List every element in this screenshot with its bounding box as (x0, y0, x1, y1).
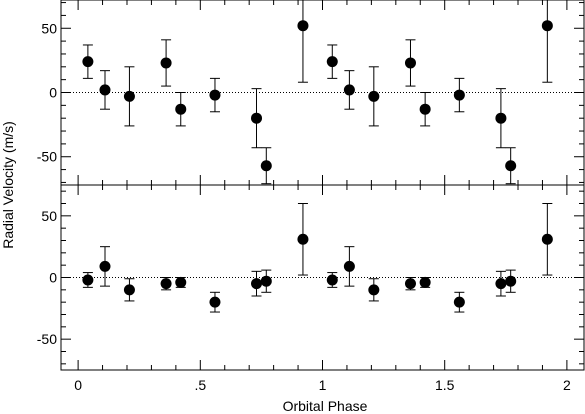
top-data-point (123, 90, 135, 102)
top-data-point (404, 57, 416, 69)
bottom-y-tick-label: 0 (49, 270, 57, 286)
x-tick-label: 1.5 (435, 377, 455, 393)
bottom-data-point (505, 275, 517, 287)
top-panel: -50 0 50 (37, 0, 585, 186)
bottom-panel: -50 0 50 (37, 184, 585, 371)
top-y-tick-label: 50 (41, 20, 57, 36)
bottom-data-point (297, 233, 309, 245)
top-data-point (251, 112, 263, 124)
top-data-point (368, 90, 380, 102)
top-data-point (160, 57, 172, 69)
bottom-data-point (175, 276, 187, 288)
x-axis-label: Orbital Phase (283, 398, 368, 414)
bottom-data-point (251, 278, 263, 290)
top-data-point (209, 89, 221, 101)
bottom-data-point (326, 274, 338, 286)
x-tick-label: .5 (194, 377, 206, 393)
top-data-point (343, 84, 355, 96)
top-data-point (541, 20, 553, 32)
y-axis-label: Radial Velocity (m/s) (0, 121, 16, 249)
bottom-data-point (404, 278, 416, 290)
top-y-tick-label: -50 (37, 149, 57, 165)
top-data-point (99, 84, 111, 96)
top-data-point (260, 160, 272, 172)
bottom-y-tick-label: 50 (41, 208, 57, 224)
top-data-point (297, 20, 309, 32)
bottom-data-point (368, 284, 380, 296)
top-y-tick-label: 0 (49, 85, 57, 101)
top-data-point (495, 112, 507, 124)
top-data-point (326, 56, 338, 68)
bottom-data-point (82, 274, 94, 286)
bottom-data-point (343, 260, 355, 272)
x-tick-label: 0 (74, 377, 82, 393)
x-tick-label: 1 (319, 377, 327, 393)
top-data-point (505, 160, 517, 172)
bottom-data-point (260, 275, 272, 287)
bottom-data-point (541, 233, 553, 245)
bottom-data-point (495, 278, 507, 290)
bottom-data-point (453, 296, 465, 308)
bottom-data-point (123, 284, 135, 296)
top-data-point (419, 103, 431, 115)
top-data-point (175, 103, 187, 115)
bottom-data-point (419, 276, 431, 288)
bottom-y-tick-label: -50 (37, 331, 57, 347)
bottom-data-point (160, 278, 172, 290)
bottom-data-point (99, 260, 111, 272)
top-data-point (82, 56, 94, 68)
top-data-point (453, 89, 465, 101)
bottom-data-point (209, 296, 221, 308)
x-tick-label: 2 (563, 377, 571, 393)
